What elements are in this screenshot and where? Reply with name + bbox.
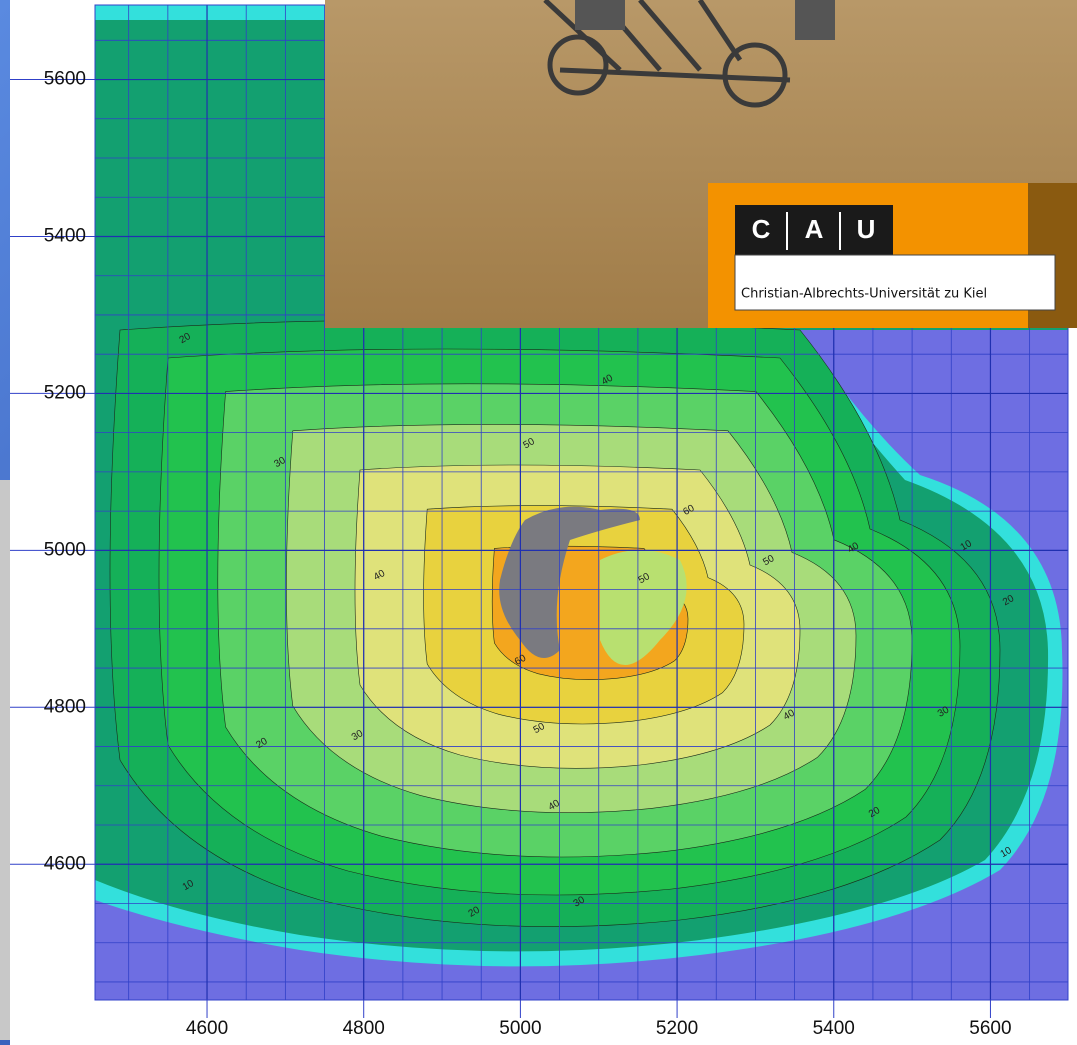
contour-label: 40 (372, 568, 388, 583)
y-tick-label: 5600 (44, 69, 86, 90)
contour-label: 40 (547, 798, 563, 813)
contour-label: 20 (867, 805, 883, 820)
y-tick-label: 5200 (44, 382, 86, 403)
logo-name: Christian-Albrechts-Universität zu Kiel (741, 287, 987, 302)
person (795, 0, 835, 40)
contour-label: 30 (350, 728, 366, 743)
logo-letter: A (805, 214, 824, 244)
y-tick-label: 4800 (44, 696, 86, 717)
contour-label: 40 (782, 708, 798, 723)
x-tick-label: 5400 (813, 1018, 855, 1039)
contour-label: 20 (254, 736, 270, 751)
logo-letter: U (857, 214, 876, 244)
contour-label: 50 (761, 553, 777, 568)
contour-label: 30 (936, 704, 952, 719)
contour-label: 20 (1001, 593, 1017, 608)
logo-name-box (734, 254, 1056, 311)
background-photo-strip (0, 480, 12, 1040)
contour-label: 20 (178, 331, 194, 346)
y-tick-label: 4600 (44, 853, 86, 874)
x-tick-label: 5000 (499, 1018, 541, 1039)
y-tick-label: 5000 (44, 539, 86, 560)
contour-label: 10 (999, 845, 1015, 860)
survey-cart (543, 0, 791, 108)
contour-label: 50 (522, 436, 538, 451)
x-tick-label: 4800 (343, 1018, 385, 1039)
contour-label: 40 (600, 372, 616, 387)
x-tick-label: 4600 (186, 1018, 228, 1039)
x-tick-label: 5200 (656, 1018, 698, 1039)
contour-label: 10 (181, 878, 197, 893)
y-tick-label: 5400 (44, 226, 86, 247)
rock-outcrop (499, 506, 640, 658)
contour-label: 50 (532, 721, 548, 736)
contour-label: 30 (272, 455, 288, 470)
contour-label: 60 (681, 503, 697, 518)
x-tick-label: 5600 (969, 1018, 1011, 1039)
logo-letter: C (752, 214, 771, 244)
logo-letters-box (735, 205, 893, 255)
contour-label: 20 (467, 904, 483, 919)
contour-label: 40 (846, 540, 862, 555)
contour-label: 60 (513, 653, 529, 668)
contour-label: 50 (637, 571, 653, 586)
contour-band (600, 550, 687, 665)
contour-label: 30 (572, 894, 588, 909)
person (575, 0, 625, 30)
contour-label: 10 (959, 538, 975, 553)
photo-overlay: C A U Christian-Albrechts-Universität zu… (325, 0, 1077, 328)
